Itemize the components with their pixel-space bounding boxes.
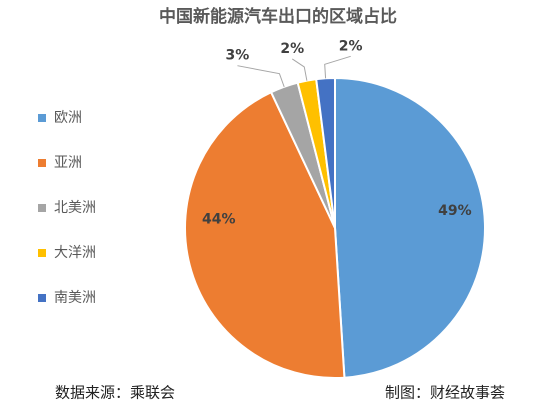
- leader-line: [291, 58, 308, 81]
- data-label: 44%: [202, 211, 236, 227]
- leader-line: [324, 55, 351, 79]
- legend-label: 北美洲: [54, 200, 96, 216]
- data-label: 2%: [339, 38, 363, 54]
- source-note: 数据来源：乘联会: [55, 384, 175, 402]
- legend-marker: [38, 159, 46, 167]
- legend-label: 亚洲: [54, 155, 82, 171]
- legend-label: 大洋洲: [54, 245, 96, 261]
- pie-slice: [334, 76, 486, 379]
- legend-marker: [38, 204, 46, 212]
- credit: 制图：财经故事荟: [385, 384, 505, 402]
- legend-marker: [38, 249, 46, 257]
- data-label: 3%: [226, 48, 250, 64]
- legend-label: 欧洲: [54, 110, 82, 126]
- data-label: 49%: [438, 203, 472, 219]
- legend-label: 南美洲: [54, 290, 96, 306]
- leader-line: [237, 65, 285, 88]
- chart-title: 中国新能源汽车出口的区域占比: [159, 6, 397, 27]
- data-label: 2%: [280, 41, 304, 57]
- legend-marker: [38, 114, 46, 122]
- legend-marker: [38, 294, 46, 302]
